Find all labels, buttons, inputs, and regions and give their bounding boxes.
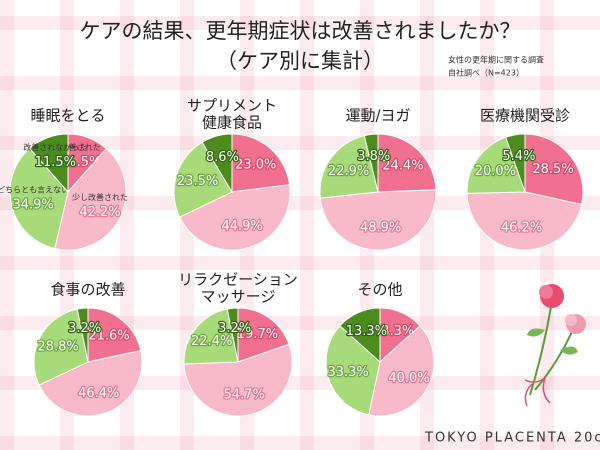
pie-slice bbox=[319, 189, 437, 251]
pie-title: 医療機関受診 bbox=[480, 107, 570, 125]
value-label: 3.8% bbox=[357, 149, 390, 164]
pie-slice bbox=[226, 307, 239, 363]
pie-slice bbox=[33, 308, 89, 386]
pie-title: サプリメント bbox=[187, 97, 277, 115]
value-label: 5.4% bbox=[502, 149, 535, 164]
value-label: 22.4% bbox=[191, 334, 232, 349]
pie-slice bbox=[183, 343, 293, 417]
pie-title: 睡眠をとる bbox=[30, 107, 105, 125]
pie-slice bbox=[54, 147, 127, 251]
pie-title: 運動/ヨガ bbox=[345, 107, 410, 125]
value-label: 8.6% bbox=[206, 150, 239, 165]
pie-slice bbox=[368, 325, 435, 417]
pie-slice bbox=[319, 135, 379, 199]
pie-title: マッサージ bbox=[201, 288, 276, 306]
note: 女性の更年期に関する調査 bbox=[448, 55, 544, 65]
pie-slice bbox=[201, 133, 233, 194]
value-label: 19.7% bbox=[237, 327, 278, 342]
pie-title: 食事の改善 bbox=[50, 281, 125, 299]
value-label: 20.0% bbox=[475, 164, 516, 179]
pie-slice bbox=[524, 133, 584, 206]
subtitle: （ケア別に集計） bbox=[216, 49, 384, 73]
pie-slice bbox=[363, 133, 379, 193]
value-label: 23.5% bbox=[177, 174, 218, 189]
pie-slice bbox=[179, 184, 291, 251]
pie-slice bbox=[28, 133, 69, 194]
value-label: 28.8% bbox=[37, 339, 78, 354]
pie-title: その他 bbox=[357, 281, 402, 299]
pie-slice bbox=[339, 307, 381, 364]
pie-title: 健康食品 bbox=[202, 114, 262, 132]
flower-illustration bbox=[524, 284, 586, 407]
value-label: 3.2% bbox=[218, 321, 251, 336]
value-label: 11.5% bbox=[35, 155, 76, 170]
pie-slice bbox=[505, 133, 526, 193]
value-label: 13.3% bbox=[373, 324, 414, 339]
value-label: 28.5% bbox=[532, 162, 573, 177]
note: 自社調べ（N=423） bbox=[448, 68, 524, 78]
pie-slice bbox=[87, 307, 142, 363]
value-label: 44.9% bbox=[221, 219, 262, 234]
value-label: 46.4% bbox=[78, 386, 119, 401]
value-label: 24.4% bbox=[382, 159, 423, 174]
pie-slice bbox=[183, 308, 239, 365]
pie-slice bbox=[377, 133, 437, 193]
value-label: 21.6% bbox=[88, 328, 129, 343]
value-label: 22.9% bbox=[328, 164, 369, 179]
value-label: 46.2% bbox=[501, 220, 542, 235]
pie-slice bbox=[9, 147, 69, 250]
value-label: 54.7% bbox=[224, 387, 265, 402]
value-label: 23.0% bbox=[235, 158, 276, 173]
value-label: 3.2% bbox=[68, 321, 101, 336]
pie-slice bbox=[76, 307, 89, 363]
pie-slice bbox=[38, 349, 143, 417]
value-label: 33.3% bbox=[327, 365, 368, 380]
pie-slice bbox=[466, 191, 583, 251]
title: ケアの結果、更年期症状は改善されましたか？ bbox=[80, 19, 521, 43]
category-label: どちらとも言えない bbox=[0, 184, 69, 194]
category-label: 改善されなかった bbox=[23, 142, 87, 152]
value-label: 48.9% bbox=[360, 220, 401, 235]
category-label: 改善された bbox=[61, 142, 101, 152]
value-label: 34.9% bbox=[12, 197, 53, 212]
brand: TOKYO PLACENTA 20cc bbox=[424, 431, 600, 446]
category-label: 少し改善された bbox=[72, 192, 128, 202]
pie-slice bbox=[325, 325, 381, 416]
pie-slice bbox=[173, 141, 233, 218]
pie-slice bbox=[231, 133, 291, 193]
value-label: 40.0% bbox=[388, 371, 429, 386]
value-label: 13.3% bbox=[346, 324, 387, 339]
value-label: 42.2% bbox=[79, 205, 120, 220]
pie-title: リラクゼーション bbox=[178, 271, 298, 289]
